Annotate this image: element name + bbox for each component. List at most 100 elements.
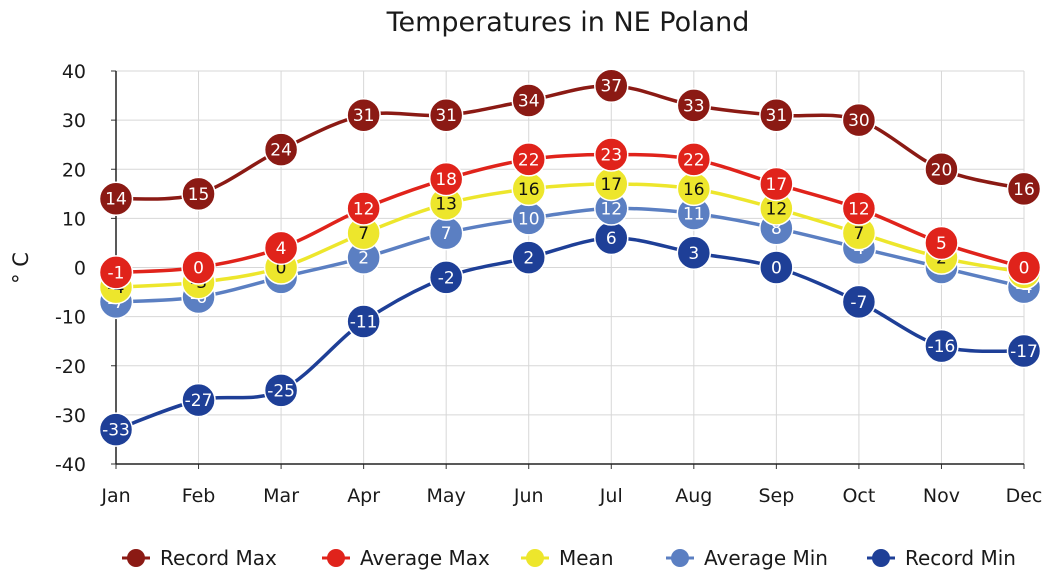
series-layer: -33-27-25-11-22630-7-16-17-7-6-227101211… bbox=[98, 68, 1042, 447]
y-tick-label: 40 bbox=[62, 61, 86, 83]
data-label: 22 bbox=[683, 150, 705, 170]
legend-label: Average Max bbox=[360, 546, 490, 570]
legend-marker bbox=[671, 549, 689, 567]
data-point bbox=[346, 97, 381, 133]
data-point bbox=[428, 260, 464, 295]
data-point bbox=[98, 181, 134, 216]
y-axis-title: ° C bbox=[9, 252, 33, 284]
data-label: 22 bbox=[518, 150, 540, 170]
data-point bbox=[841, 102, 877, 138]
y-tick-label: -10 bbox=[55, 307, 86, 329]
data-label: 7 bbox=[358, 224, 369, 244]
data-label: 14 bbox=[105, 190, 127, 210]
legend-label: Record Max bbox=[160, 546, 277, 570]
x-tick-label: Jan bbox=[100, 485, 130, 507]
data-point bbox=[263, 230, 299, 266]
data-label: 10 bbox=[518, 209, 540, 229]
data-label: 0 bbox=[771, 259, 782, 279]
series-record-max: 14 15 24 31 31 34 37 33 31 30 20 16 bbox=[98, 68, 1042, 216]
data-label: 5 bbox=[936, 234, 947, 254]
data-label: 31 bbox=[435, 106, 457, 126]
data-label: 37 bbox=[600, 77, 622, 97]
data-label: 0 bbox=[1019, 259, 1030, 279]
series-mean: -4-307131617161272-1 bbox=[98, 166, 1042, 305]
data-point bbox=[841, 191, 877, 226]
legend-item-mean[interactable]: Mean bbox=[521, 546, 614, 570]
data-point bbox=[428, 97, 464, 133]
legend-item-average-min[interactable]: Average Min bbox=[666, 546, 828, 570]
data-label: 24 bbox=[270, 141, 292, 161]
data-label: 0 bbox=[276, 259, 287, 279]
data-point bbox=[924, 328, 959, 364]
data-label: 7 bbox=[853, 224, 864, 244]
data-point bbox=[181, 176, 216, 212]
legend-marker bbox=[327, 549, 345, 567]
y-tick-label: -40 bbox=[55, 454, 86, 476]
data-point bbox=[1006, 171, 1042, 207]
x-tick-label: Apr bbox=[347, 485, 380, 507]
data-point bbox=[594, 68, 629, 103]
data-label: 31 bbox=[353, 106, 375, 126]
data-label: 3 bbox=[688, 244, 699, 264]
data-label: 31 bbox=[766, 106, 788, 126]
legend-item-record-max[interactable]: Record Max bbox=[122, 546, 277, 570]
data-label: -11 bbox=[350, 313, 378, 333]
data-label: 6 bbox=[606, 229, 617, 249]
data-label: 15 bbox=[188, 185, 210, 205]
data-point bbox=[428, 161, 464, 197]
legend-marker bbox=[526, 549, 544, 567]
data-point bbox=[676, 235, 712, 271]
data-label: 12 bbox=[848, 200, 870, 220]
x-tick-label: Jul bbox=[599, 485, 623, 507]
data-point bbox=[263, 132, 299, 167]
data-label: 16 bbox=[683, 180, 705, 200]
series-average-min: -7-6-227101211840-4 bbox=[98, 191, 1042, 320]
data-label: -1 bbox=[108, 263, 125, 283]
data-point bbox=[98, 412, 134, 447]
series-line bbox=[115, 182, 1025, 289]
legend-label: Record Min bbox=[905, 546, 1016, 570]
data-label: -2 bbox=[438, 268, 455, 288]
data-point bbox=[511, 83, 546, 118]
data-label: 18 bbox=[435, 170, 457, 190]
x-tick-label: Feb bbox=[182, 485, 216, 507]
data-label: -16 bbox=[928, 337, 956, 357]
data-label: -33 bbox=[102, 421, 130, 441]
data-point bbox=[511, 240, 546, 275]
x-tick-label: Dec bbox=[1006, 485, 1043, 507]
grid-lines bbox=[115, 70, 1025, 465]
x-tick-label: Nov bbox=[923, 485, 960, 507]
data-label: 34 bbox=[518, 91, 540, 111]
data-label: 16 bbox=[1013, 180, 1035, 200]
y-tick-label: -20 bbox=[55, 356, 86, 378]
data-point bbox=[346, 191, 381, 226]
data-label: 7 bbox=[441, 224, 452, 244]
y-tick-label: 0 bbox=[74, 258, 86, 280]
data-label: 12 bbox=[353, 200, 375, 220]
legend-item-average-max[interactable]: Average Max bbox=[322, 546, 490, 570]
legend: Record Max Average Max Mean Average Min Reco… bbox=[122, 546, 1016, 570]
data-point bbox=[676, 142, 712, 177]
data-point bbox=[181, 382, 216, 418]
data-point bbox=[346, 304, 381, 339]
data-point bbox=[924, 225, 959, 261]
data-point bbox=[759, 166, 794, 202]
data-point bbox=[98, 255, 134, 290]
x-tick-label: May bbox=[427, 485, 466, 507]
legend-marker bbox=[127, 549, 145, 567]
x-tick-label: Jun bbox=[513, 485, 544, 507]
data-point bbox=[1006, 250, 1042, 285]
series-line bbox=[115, 236, 1025, 432]
data-label: 17 bbox=[600, 175, 622, 195]
x-tick-label: Mar bbox=[263, 485, 299, 507]
data-point bbox=[759, 97, 794, 133]
data-point bbox=[263, 373, 299, 408]
legend-item-record-min[interactable]: Record Min bbox=[867, 546, 1016, 570]
y-tick-label: 30 bbox=[62, 110, 86, 132]
data-label: 33 bbox=[683, 96, 705, 116]
legend-label: Mean bbox=[559, 546, 614, 570]
data-point bbox=[1006, 333, 1042, 369]
